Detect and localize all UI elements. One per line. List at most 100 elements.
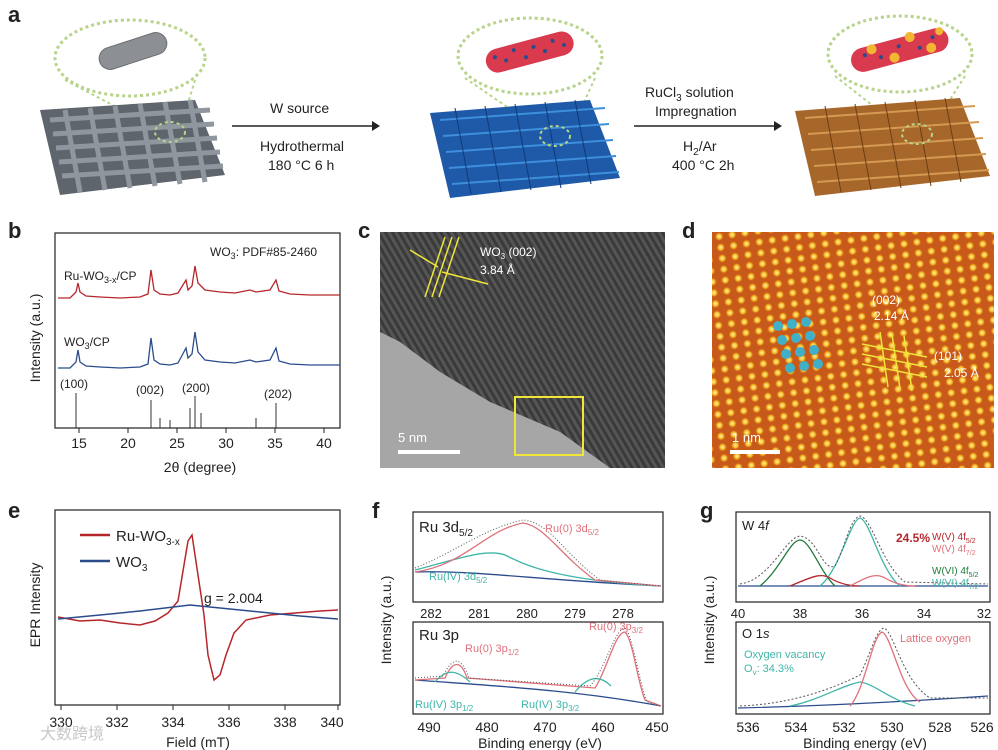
xps-wo-pct: 24.5% — [896, 531, 930, 545]
xrd-ref-sticks — [75, 393, 277, 428]
epr-xlabel: Field (mT) — [166, 734, 230, 750]
wo3-mesh — [430, 99, 620, 198]
xps-ru-ylabel: Intensity (a.u.) — [378, 576, 394, 665]
tem-lattice-lines — [409, 236, 489, 298]
xrd-xtick: 40 — [316, 435, 332, 451]
xps-ru-4-3p32: Ru(IV) 3p3/2 — [521, 699, 580, 713]
fiber-red-ru — [851, 27, 949, 72]
xps-wo-vac: Oxygen vacancy — [744, 649, 826, 661]
xps-wo-xtick: 530 — [880, 719, 904, 735]
tem-scale-label: 5 nm — [398, 430, 427, 445]
xps-ru-top-xtick: 282 — [420, 606, 442, 621]
haadf-image: (002) 2.14 Å (101) 2.05 Å 1 nm — [712, 232, 994, 468]
xrd-ref-label: WO3: PDF#85-2460 — [210, 245, 317, 261]
panel-label-d: d — [682, 218, 696, 243]
xps-wo-ylabel: Intensity (a.u.) — [701, 576, 717, 665]
xps-wo-xtick: 534 — [784, 719, 808, 735]
xrd-series-wo3 — [58, 331, 340, 369]
xrd-series-ru — [58, 265, 340, 299]
xps-wo-top-xtick: 40 — [731, 606, 745, 621]
epr-xtick: 330 — [49, 714, 73, 730]
xps-wo-top-frame — [735, 511, 991, 603]
epr-s1-label: Ru-WO3-x — [116, 528, 180, 548]
xps-wo-w5b: W(V) 4f7/2 — [932, 544, 976, 557]
xrd-peak-100: (100) — [60, 377, 88, 391]
xrd-xtick: 30 — [218, 435, 234, 451]
xps-wo-top-xtick: 32 — [977, 606, 991, 621]
tem-scale-bar — [398, 450, 460, 454]
xps-wo-w6a: W(VI) 4f5/2 — [932, 566, 979, 579]
step1-line2: Hydrothermal — [260, 138, 345, 154]
xrd-s1-label: Ru-WO3-x/CP — [64, 269, 137, 285]
epr-xtick: 338 — [273, 714, 297, 730]
xps-wo-xtick: 528 — [928, 719, 952, 735]
step2-line2: Impregnation — [655, 103, 737, 119]
xrd-xlabel: 2θ (degree) — [164, 459, 236, 475]
panel-label-c: c — [358, 218, 371, 243]
epr-frame — [54, 509, 341, 706]
xrd-peak-200: (200) — [182, 381, 210, 395]
xps-ru-xtick: 460 — [591, 719, 615, 735]
step1-line3: 180 °C 6 h — [268, 157, 335, 173]
carbon-mesh — [40, 99, 225, 195]
haadf-scale-bar — [730, 450, 780, 454]
xps-ru-bot-title: Ru 3p — [419, 627, 459, 644]
ru-mesh — [795, 97, 990, 196]
xps-ru-4-3d: Ru(IV) 3d5/2 — [429, 571, 488, 585]
panel-label-a: a — [8, 2, 21, 27]
epr-chart: EPR Intensity Ru-WO3-x WO3 g = 2.004 330… — [27, 509, 344, 750]
step2-line3: H2/Ar — [683, 138, 717, 158]
xrd-s2-label: WO3/CP — [64, 335, 110, 351]
xps-ru-xtick: 450 — [645, 719, 669, 735]
xps-wo-w6b: W(VI) 4f7/2 — [932, 578, 979, 591]
xps-ru-xtick: 490 — [417, 719, 441, 735]
xps-ru-xtick: 470 — [533, 719, 557, 735]
xps-ru-xlabel: Binding energy (eV) — [478, 735, 602, 750]
epr-xtick: 332 — [105, 714, 129, 730]
xps-wo-xtick: 536 — [736, 719, 760, 735]
xps-ru-4-3p12: Ru(IV) 3p1/2 — [415, 699, 474, 713]
tem-spacing: 3.84 Å — [480, 262, 515, 277]
epr-g-label: g = 2.004 — [204, 590, 263, 606]
xps-ru-0-3d: Ru(0) 3d5/2 — [545, 523, 599, 537]
xps-ru-chart: Intensity (a.u.) Ru 3d5/2 Ru(0) 3d5/2 Ru… — [378, 511, 669, 750]
epr-series-ru — [57, 532, 339, 682]
haadf-a2v: 2.05 Å — [944, 365, 979, 380]
scheme-wo3-paper — [430, 16, 620, 198]
haadf-a1v: 2.14 Å — [874, 308, 909, 323]
haadf-scale-label: 1 nm — [732, 430, 761, 445]
xrd-xtick: 35 — [267, 435, 283, 451]
haadf-a2: (101) — [934, 349, 962, 363]
xps-wo-lattice: Lattice oxygen — [900, 633, 971, 645]
epr-series-wo3 — [57, 604, 339, 620]
xps-wo-xtick: 532 — [832, 719, 856, 735]
scheme-carbon-paper — [40, 18, 225, 195]
scheme-ru-wo3-paper — [795, 14, 990, 196]
xps-wo-top-xtick: 38 — [793, 606, 807, 621]
xps-ru-top-xtick: 280 — [516, 606, 538, 621]
panel-label-e: e — [8, 498, 21, 523]
xps-wo-xlabel: Binding energy (eV) — [803, 735, 927, 750]
xrd-xtick: 15 — [71, 435, 87, 451]
tem-image: WO3 (002) 3.84 Å 5 nm — [380, 232, 665, 468]
zoom-circle — [53, 18, 207, 98]
step2-line4: 400 °C 2h — [672, 157, 735, 173]
panel-label-b: b — [8, 218, 22, 243]
xps-ru-top-xtick: 278 — [612, 606, 634, 621]
xps-ru-bot-frame — [412, 621, 664, 715]
step1-line1: W source — [270, 100, 330, 116]
arrow-2 — [634, 121, 782, 131]
xps-wo-vacpct: Ov: 34.3% — [744, 663, 794, 677]
xps-wo-top-xtick: 34 — [917, 606, 931, 621]
watermark: 大数跨境 — [40, 726, 105, 743]
epr-xtick: 334 — [161, 714, 185, 730]
xps-wo-top-xtick: 36 — [855, 606, 869, 621]
xps-wo-xtick: 526 — [970, 719, 994, 735]
xps-wo-w5a: W(V) 4f5/2 — [932, 532, 976, 545]
xrd-frame — [54, 232, 341, 429]
xps-ru-xtick: 480 — [475, 719, 499, 735]
tem-roi-box — [514, 396, 584, 456]
tem-annot: WO3 (002) — [480, 245, 536, 261]
xrd-peak-202: (202) — [264, 387, 292, 401]
panel-label-g: g — [700, 498, 714, 523]
